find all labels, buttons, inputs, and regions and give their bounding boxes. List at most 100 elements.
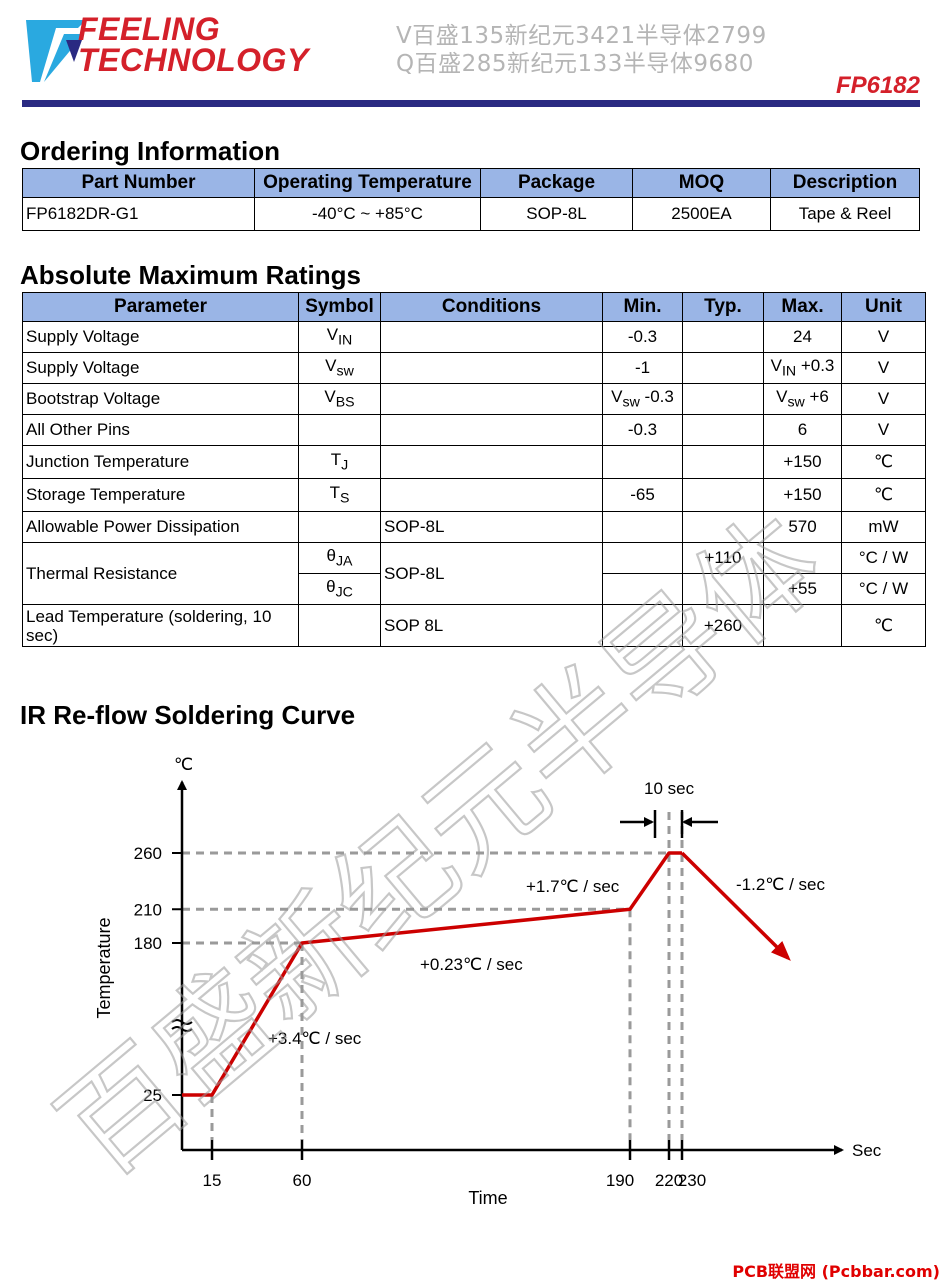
table-row: Junction Temperature TJ +150 ℃ [22,445,926,479]
min-cell [602,604,683,647]
ordering-info-heading: Ordering Information [20,136,280,166]
abs-max-ratings-heading: Absolute Maximum Ratings [20,260,361,290]
typ-cell [682,445,764,479]
soak-rate-label: +0.23℃ / sec [420,955,523,974]
symbol-sub: J [341,457,349,474]
preheat-rate-label: +3.4℃ / sec [268,1029,362,1048]
min-cell [602,542,683,574]
abs-max-ratings-table: Parameter Symbol Conditions Min. Typ. Ma… [22,292,926,647]
max-cell: +55 [763,573,842,605]
x-tick-label: 190 [606,1171,634,1190]
unit-cell: °C / W [841,542,926,574]
symbol-cell [298,414,381,446]
max-symbol: V [770,356,782,376]
table-row: Storage Temperature TS -65 +150 ℃ [22,478,926,512]
column-header: Description [770,168,920,198]
max-cell: 6 [763,414,842,446]
table-cell: 2500EA [632,197,771,231]
x-tick-label: 230 [678,1171,706,1190]
y-tick-label: 210 [134,900,162,919]
unit-cell: V [841,414,926,446]
min-symbol: V [611,387,623,407]
brand-name-line1: FEELING [78,11,221,47]
min-cell [602,445,683,479]
param-cell: Allowable Power Dissipation [22,511,299,543]
header-watermark-line1: V百盛135新纪元3421半导体2799 [396,23,767,49]
param-cell: Supply Voltage [22,352,299,384]
conditions-cell [380,445,603,479]
brand-name-line2: TECHNOLOGY [78,42,309,78]
conditions-cell: SOP-8L [380,511,603,543]
table-row: Supply Voltage Vsw -1 VIN +0.3 V [22,352,926,384]
max-value: +6 [804,387,829,407]
unit-cell: ℃ [841,604,926,647]
symbol-cell: VBS [298,383,381,415]
symbol-cell: TJ [298,445,381,479]
min-cell [602,511,683,543]
axis-break-mark [171,1026,193,1032]
typ-cell: +260 [682,604,764,647]
typ-cell [682,573,764,605]
column-header: Max. [763,292,842,322]
unit-cell: °C / W [841,573,926,605]
unit-cell: V [841,352,926,384]
symbol-sub: BS [335,394,355,411]
x-tick-label: 220 [655,1171,683,1190]
param-cell: All Other Pins [22,414,299,446]
column-header: Min. [602,292,683,322]
y-tick-label: 25 [143,1086,162,1105]
table-row: Supply Voltage VIN -0.3 24 V [22,321,926,353]
hold-time-label: 10 sec [644,779,695,798]
max-symbol-sub: sw [787,394,805,411]
x-tick-label: 15 [203,1171,222,1190]
symbol-sub: JC [335,584,353,601]
symbol-cell [298,604,381,647]
chart-guide-lines [182,812,684,1140]
symbol-main: V [325,356,337,376]
table-cell: -40°C ~ +85°C [254,197,481,231]
table-row: Thermal Resistance θJA SOP-8L +110 °C / … [22,542,926,605]
min-cell: -1 [602,352,683,384]
typ-cell [682,478,764,512]
min-value: -0.3 [639,387,674,407]
cooling-arrow [680,851,791,961]
header-watermark-line2: Q百盛285新纪元133半导体9680 [396,51,754,77]
symbol-cell [298,511,381,543]
table-cell: SOP-8L [480,197,633,231]
max-cell: +150 [763,445,842,479]
max-value: +0.3 [796,356,835,376]
conditions-cell [380,414,603,446]
footer-site-label: PCB联盟网 (Pcbbar.com) [732,1262,940,1281]
max-symbol: V [776,387,788,407]
symbol-cell: VIN [298,321,381,353]
symbol-sub: JA [335,553,353,570]
typ-cell [682,383,764,415]
min-symbol-sub: sw [622,394,640,411]
unit-cell: V [841,321,926,353]
max-cell: VIN +0.3 [763,352,842,384]
y-axis-title: Temperature [94,917,114,1018]
param-cell: Lead Temperature (soldering, 10 sec) [22,604,299,647]
max-cell [763,604,842,647]
x-unit-label: Sec [852,1141,882,1160]
max-cell: Vsw +6 [763,383,842,415]
x-tick-label: 60 [293,1171,312,1190]
x-axis-title: Time [468,1188,507,1208]
unit-cell: ℃ [841,445,926,479]
chart-axes [171,780,844,1155]
max-symbol-sub: IN [781,363,797,380]
column-header: MOQ [632,168,771,198]
ordering-info-table: Part Number Operating Temperature Packag… [22,168,920,231]
unit-cell: mW [841,511,926,543]
symbol-sub: IN [338,332,353,349]
column-header: Symbol [298,292,381,322]
column-header: Unit [841,292,926,322]
typ-cell [682,352,764,384]
symbol-main: V [324,387,336,407]
table-row: Allowable Power Dissipation SOP-8L 570 m… [22,511,926,543]
max-cell: 24 [763,321,842,353]
symbol-main: θ [326,546,336,566]
column-header: Parameter [22,292,299,322]
